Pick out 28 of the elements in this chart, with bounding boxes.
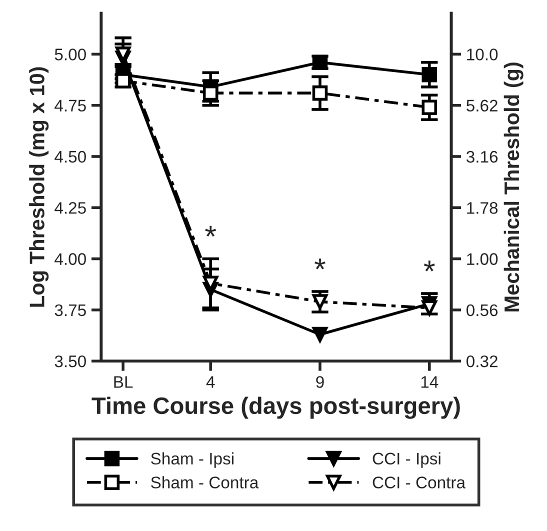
y-tick-label: 3.75 <box>54 304 86 316</box>
x-axis-title: Time Course (days post-surgery) <box>92 396 460 419</box>
y2-tick-label: 0.56 <box>466 304 498 316</box>
x-tick-label: 9 <box>316 376 324 388</box>
x-tick-label: 14 <box>421 376 438 388</box>
y-tick-label: 3.50 <box>54 355 86 368</box>
y-tick-label: 4.00 <box>54 253 86 265</box>
y-tick-label: 4.50 <box>54 150 86 163</box>
y2-tick-label: 3.16 <box>466 150 498 163</box>
x-tick-label: BL <box>114 376 133 388</box>
y-tick-label: 5.00 <box>54 48 86 60</box>
y2-tick-label: 1.00 <box>467 253 498 265</box>
y2-tick-label: 0.32 <box>466 355 498 368</box>
annotation: * <box>314 258 326 270</box>
legend-label: Sham - Ipsi <box>151 452 234 468</box>
y-axis-title: Log Threshold (mg x 10) <box>29 67 49 307</box>
annotation: * <box>205 226 216 237</box>
annotation: * <box>424 260 435 272</box>
legend-label: CCI - Contra <box>372 476 466 488</box>
y2-axis-title: Mechanical Threshold (g) <box>504 62 524 312</box>
y2-tick-label: 10.0 <box>467 48 498 60</box>
y2-tick-label: 1.78 <box>467 202 498 214</box>
y-tick-label: 4.25 <box>54 202 86 214</box>
legend-label: Sham - Contra <box>151 476 259 488</box>
x-tick-label: 4 <box>206 376 215 388</box>
y-tick-label: 4.75 <box>54 100 86 112</box>
y2-tick-label: 5.62 <box>466 100 498 112</box>
legend-label: CCI - Ipsi <box>372 452 440 468</box>
